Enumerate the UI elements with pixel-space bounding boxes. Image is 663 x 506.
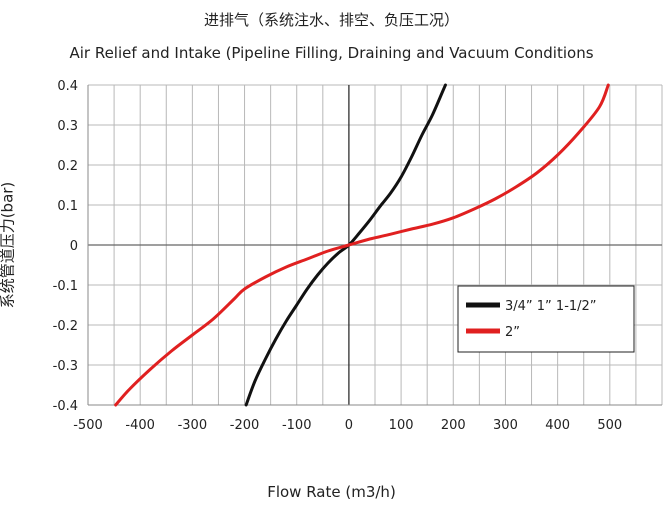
x-tick-label: -100 — [282, 418, 312, 433]
legend-box — [457, 285, 635, 353]
y-tick-label: -0.1 — [53, 279, 78, 294]
y-tick-label: 0 — [70, 239, 78, 254]
y-tick-label: 0.2 — [57, 159, 78, 174]
y-tick-label: -0.2 — [53, 319, 78, 334]
x-tick-label: 100 — [389, 418, 414, 433]
x-tick-label: -500 — [73, 418, 103, 433]
x-tick-label: -400 — [125, 418, 155, 433]
y-tick-label: -0.4 — [53, 399, 78, 414]
x-tick-label: 200 — [441, 418, 466, 433]
y-tick-label: 0.4 — [57, 79, 78, 94]
legend-label-1: 3/4” 1” 1-1/2” — [505, 299, 597, 314]
x-tick-label: 500 — [597, 418, 622, 433]
chart-title: 进排气（系统注水、排空、负压工况） — [203, 11, 459, 29]
y-tick-label: 0.1 — [57, 199, 78, 214]
y-tick-label: 0.3 — [57, 119, 78, 134]
series-line-2 — [114, 83, 610, 407]
x-axis-label: Flow Rate (m3/h) — [267, 483, 396, 501]
y-tick-label: -0.3 — [53, 359, 78, 374]
x-tick-label: 0 — [345, 418, 353, 433]
x-tick-label: -300 — [178, 418, 208, 433]
x-tick-label: -200 — [230, 418, 260, 433]
chart-subtitle: Air Relief and Intake (Pipeline Filling,… — [69, 44, 594, 62]
x-tick-label: 300 — [493, 418, 518, 433]
x-tick-label: 400 — [545, 418, 570, 433]
legend-label-2: 2” — [505, 325, 520, 340]
